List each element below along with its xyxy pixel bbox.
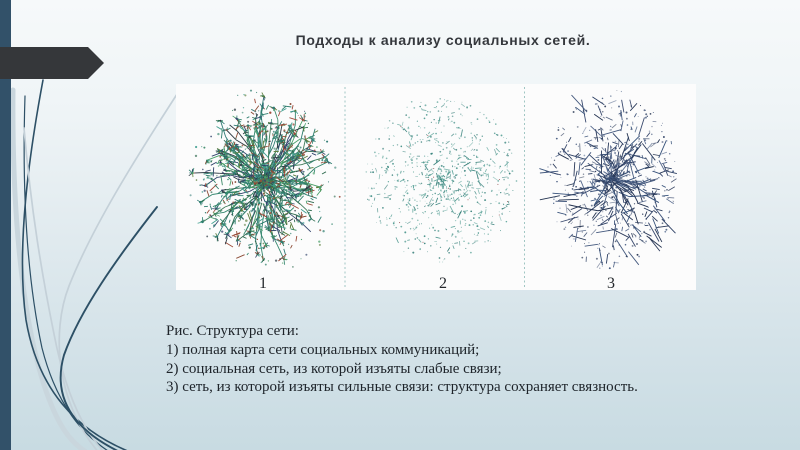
swoosh-curve (58, 87, 182, 450)
swoosh-curve (23, 95, 108, 450)
swoosh-curve (21, 79, 128, 450)
figure-panel-label-2: 2 (439, 275, 447, 292)
figure-panel-label-3: 3 (607, 275, 615, 292)
swoosh-curve (23, 127, 104, 450)
swoosh-curve (10, 87, 88, 450)
caption-line-1: Рис. Структура сети: (166, 323, 299, 339)
swoosh-curve (59, 206, 158, 450)
caption-line-4: 3) сеть, из которой изъяты сильные связи… (166, 379, 638, 396)
arrow-polygon (0, 47, 104, 79)
caption-line-3: 2) социальная сеть, из которой изъяты сл… (166, 360, 502, 377)
caption-line-2: 1) полная карта сети социальных коммуник… (166, 341, 480, 358)
slide-title: Подходы к анализу социальных сетей. (295, 31, 591, 48)
arrow-decoration (0, 47, 104, 79)
left-accent-bar (0, 0, 11, 450)
figure-panel-label-1: 1 (259, 275, 267, 292)
figure-image: 1 2 3 (176, 84, 696, 292)
figure-caption: Рис. Структура сети: 1) полная карта сет… (166, 322, 746, 397)
figure-networks-svg (188, 87, 678, 287)
